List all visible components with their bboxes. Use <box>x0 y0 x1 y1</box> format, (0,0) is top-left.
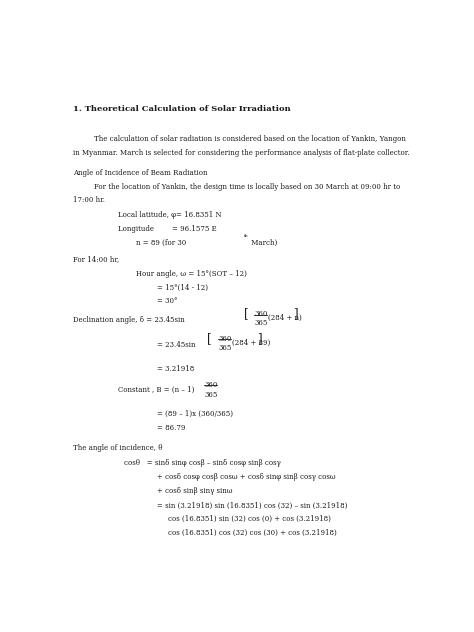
Text: = (89 – 1)x (360/365): = (89 – 1)x (360/365) <box>156 410 233 418</box>
Text: For 14:00 hr,: For 14:00 hr, <box>73 255 119 263</box>
Text: n = 89 (for 30: n = 89 (for 30 <box>137 238 187 246</box>
Text: Angle of Incidence of Beam Radiation: Angle of Incidence of Beam Radiation <box>73 169 208 177</box>
Text: The angle of incidence, θ: The angle of incidence, θ <box>73 444 163 453</box>
Text: = 15°(14 - 12): = 15°(14 - 12) <box>156 284 208 291</box>
Text: = 30°: = 30° <box>156 297 177 305</box>
Text: th: th <box>244 234 248 238</box>
Text: (284 + 89): (284 + 89) <box>231 338 270 346</box>
Text: + cosδ cosφ cosβ cosω + cosδ sinφ sinβ cosγ cosω: + cosδ cosφ cosβ cosω + cosδ sinφ sinβ c… <box>156 473 335 481</box>
Text: 1. Theoretical Calculation of Solar Irradiation: 1. Theoretical Calculation of Solar Irra… <box>73 105 291 113</box>
Text: cosθ   = sinδ sinφ cosβ – sinδ cosφ sinβ cosγ: cosθ = sinδ sinφ cosβ – sinδ cosφ sinβ c… <box>124 459 280 467</box>
Text: 17:00 hr.: 17:00 hr. <box>73 197 105 204</box>
Text: in Myanmar. March is selected for considering the performance analysis of flat-p: in Myanmar. March is selected for consid… <box>73 149 410 157</box>
Text: Declination angle, δ = 23.45sin: Declination angle, δ = 23.45sin <box>73 316 185 324</box>
Text: 365: 365 <box>255 319 268 327</box>
Text: = sin (3.21918) sin (16.8351) cos (32) – sin (3.21918): = sin (3.21918) sin (16.8351) cos (32) –… <box>156 502 347 509</box>
Text: Constant , B = (n – 1): Constant , B = (n – 1) <box>118 386 194 394</box>
Text: 360: 360 <box>219 335 232 343</box>
Text: cos (16.8351) cos (32) cos (30) + cos (3.21918): cos (16.8351) cos (32) cos (30) + cos (3… <box>168 529 337 537</box>
Text: 360: 360 <box>255 310 268 319</box>
Text: cos (16.8351) sin (32) cos (0) + cos (3.21918): cos (16.8351) sin (32) cos (0) + cos (3.… <box>168 515 330 523</box>
Text: 360: 360 <box>204 381 218 389</box>
Text: The calculation of solar radiation is considered based on the location of Yankin: The calculation of solar radiation is co… <box>94 135 406 143</box>
Text: ]: ] <box>293 307 298 320</box>
Text: = 23.45sin: = 23.45sin <box>156 341 195 349</box>
Text: Local latitude, φ= 16.8351 N: Local latitude, φ= 16.8351 N <box>118 211 222 219</box>
Text: (284 + n): (284 + n) <box>268 314 301 322</box>
Text: = 86.79: = 86.79 <box>156 424 185 432</box>
Text: [: [ <box>244 307 248 320</box>
Text: Longitude        = 96.1575 E: Longitude = 96.1575 E <box>118 225 217 233</box>
Text: [: [ <box>207 332 212 345</box>
Text: + cosδ sinβ sinγ sinω: + cosδ sinβ sinγ sinω <box>156 487 232 495</box>
Text: = 3.21918: = 3.21918 <box>156 365 194 374</box>
Text: For the location of Yankin, the design time is locally based on 30 March at 09:0: For the location of Yankin, the design t… <box>94 183 401 191</box>
Text: ]: ] <box>257 332 262 345</box>
Text: 365: 365 <box>204 391 218 399</box>
Text: March): March) <box>249 238 277 246</box>
Text: 365: 365 <box>219 344 232 351</box>
Text: Hour angle, ω = 15°(SOT – 12): Hour angle, ω = 15°(SOT – 12) <box>137 270 247 278</box>
